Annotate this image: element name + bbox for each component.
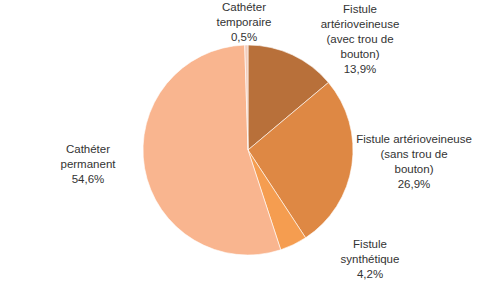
data-label: 26,9% <box>398 178 431 190</box>
slice-label-line: (sans trou de <box>380 148 447 160</box>
slice-label-line: temporaire <box>217 16 272 28</box>
chart-container: Fistule artérioveineuse (avec trou de bouto… <box>0 0 482 288</box>
slice-label-line: Fistule <box>353 238 387 250</box>
labels: Fistule artérioveineuse (avec trou de bouto… <box>61 1 472 280</box>
pie <box>143 45 353 255</box>
slice-label-line: bouton) <box>340 48 379 60</box>
slice-label-line: Fistule artérioveineuse <box>356 133 472 145</box>
slice-label-line: permanent <box>61 158 117 170</box>
data-label: 4,2% <box>357 268 383 280</box>
slice-label-line: artérioveineuse <box>321 18 400 30</box>
slice-label: Fistule artérioveineuse (sans trou de bout… <box>356 133 472 175</box>
chart-svg: Fistule artérioveineuse (avec trou de bouto… <box>0 0 482 288</box>
slice-label: Cathéter temporaire <box>217 1 272 28</box>
slice-label-line: bouton) <box>394 163 433 175</box>
data-label: 13,9% <box>344 63 377 75</box>
slice-label-line: Fistule <box>343 3 377 15</box>
data-label: 54,6% <box>72 173 105 185</box>
slice-label: Cathéter permanent <box>61 143 117 170</box>
pie-slice <box>245 45 248 150</box>
slice-label-line: Cathéter <box>222 1 266 13</box>
slice-label: Fistule artérioveineuse (avec trou de bouto… <box>321 3 400 60</box>
data-label: 0,5% <box>231 31 257 43</box>
slice-label-line: (avec trou de <box>326 33 393 45</box>
pie-slice <box>143 45 281 255</box>
slice-label: Fistule synthétique <box>341 238 400 265</box>
slice-label-line: Cathéter <box>66 143 110 155</box>
slice-label-line: synthétique <box>341 253 400 265</box>
